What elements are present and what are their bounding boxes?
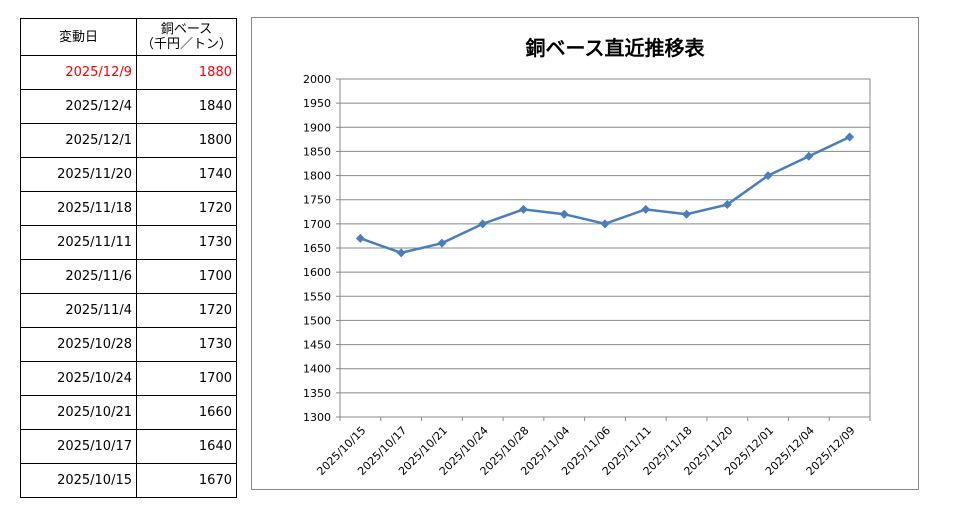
data-point	[559, 209, 569, 219]
row-date: 2025/12/1	[20, 123, 137, 158]
row-date: 2025/10/15	[20, 463, 137, 498]
table-row: 2025/10/15 1670	[20, 463, 237, 498]
value-header-line1: 銅ベース	[160, 22, 213, 37]
row-value: 1840	[136, 89, 237, 124]
y-tick-label: 1700	[303, 218, 331, 231]
row-value: 1700	[136, 259, 237, 294]
series-line	[359, 135, 851, 255]
row-date: 2025/10/17	[20, 429, 137, 464]
y-tick-label: 1350	[303, 387, 331, 400]
row-date: 2025/11/18	[20, 191, 137, 226]
row-date: 2025/11/6	[20, 259, 137, 294]
data-point	[804, 151, 814, 161]
row-date: 2025/12/9	[20, 55, 137, 90]
y-tick-label: 1500	[303, 314, 331, 327]
line-chart: 銅ベース直近推移表 1300 1350 1400 1450 1500 1550 1600 165…	[303, 36, 871, 478]
table-row: 2025/10/28 1730	[20, 327, 237, 362]
y-tick-label: 1900	[303, 121, 331, 134]
row-value: 1700	[136, 361, 237, 396]
table-row: 2025/11/4 1720	[20, 293, 237, 328]
row-date: 2025/10/24	[20, 361, 137, 396]
data-point	[518, 204, 528, 214]
y-tick-label: 1300	[303, 411, 331, 424]
row-value: 1740	[136, 157, 237, 192]
table-row: 2025/11/11 1730	[20, 225, 237, 260]
y-tick-label: 1750	[303, 194, 331, 207]
date-header: 変動日	[20, 18, 137, 56]
y-tick-label: 1600	[303, 266, 331, 279]
row-date: 2025/11/4	[20, 293, 137, 328]
y-tick-label: 2000	[303, 73, 331, 86]
row-value: 1720	[136, 191, 237, 226]
data-point	[355, 233, 365, 243]
y-tick-label: 1800	[303, 170, 331, 183]
table-row: 2025/10/24 1700	[20, 361, 237, 396]
data-point	[600, 219, 610, 229]
table-row: 2025/11/20 1740	[20, 157, 237, 192]
table-row: 2025/11/18 1720	[20, 191, 237, 226]
data-point	[722, 200, 732, 210]
data-point	[478, 219, 488, 229]
row-value: 1660	[136, 395, 237, 430]
row-value: 1670	[136, 463, 237, 498]
row-date: 2025/10/28	[20, 327, 137, 362]
data-point	[641, 204, 651, 214]
value-header: 銅ベース （千円／トン）	[136, 18, 237, 56]
table-row: 2025/12/1 1800	[20, 123, 237, 158]
value-header-line2: （千円／トン）	[141, 37, 233, 52]
table-header-row: 変動日 銅ベース （千円／トン）	[20, 18, 237, 56]
table-row: 2025/12/9 1880	[20, 55, 237, 90]
y-tick-label: 1400	[303, 363, 331, 376]
data-point	[396, 248, 406, 258]
row-date: 2025/12/4	[20, 89, 137, 124]
y-tick-label: 1850	[303, 145, 331, 158]
row-value: 1720	[136, 293, 237, 328]
data-point	[682, 209, 692, 219]
y-tick-label: 1550	[303, 290, 331, 303]
row-value: 1880	[136, 55, 237, 90]
chart-panel: 銅ベース直近推移表 1300 1350 1400 1450 1500 1550 1600 165…	[251, 17, 919, 490]
y-tick-label: 1450	[303, 339, 331, 352]
y-tick-label: 1650	[303, 242, 331, 255]
row-date: 2025/10/21	[20, 395, 137, 430]
table-row: 2025/12/4 1840	[20, 89, 237, 124]
data-point	[763, 171, 773, 181]
row-date: 2025/11/11	[20, 225, 137, 260]
table-row: 2025/10/17 1640	[20, 429, 237, 464]
row-value: 1730	[136, 327, 237, 362]
row-date: 2025/11/20	[20, 157, 137, 192]
table-row: 2025/11/6 1700	[20, 259, 237, 294]
row-value: 1640	[136, 429, 237, 464]
data-point	[845, 132, 855, 142]
row-value: 1730	[136, 225, 237, 260]
y-tick-label: 1950	[303, 97, 331, 110]
table-row: 2025/10/21 1660	[20, 395, 237, 430]
chart-title: 銅ベース直近推移表	[526, 36, 706, 60]
price-table: 変動日 銅ベース （千円／トン） 2025/12/9 1880 2025/12/4 1…	[20, 18, 237, 498]
row-value: 1800	[136, 123, 237, 158]
data-point	[437, 238, 447, 248]
